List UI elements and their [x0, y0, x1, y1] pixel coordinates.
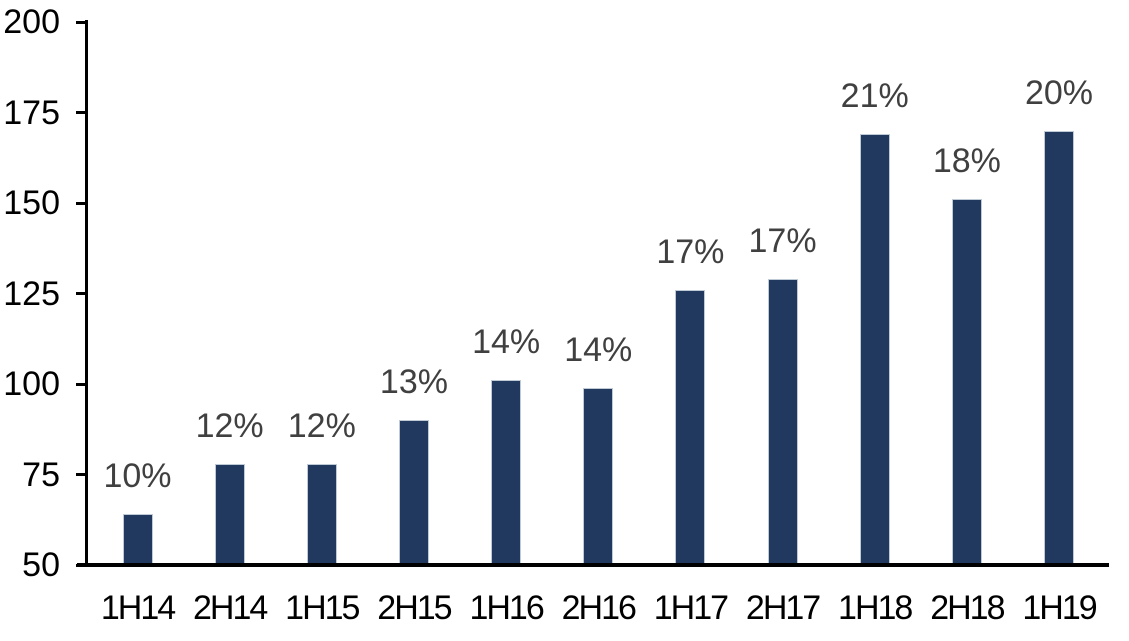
x-tick-label-1H15: 1H15 [285, 589, 360, 627]
x-tick-label-1H17: 1H17 [653, 589, 729, 627]
x-tick-label-1H18: 1H18 [838, 589, 913, 627]
bar-data-label: 10% [103, 457, 172, 496]
bar-1H16 [491, 380, 522, 563]
y-tick-mark [76, 292, 86, 295]
bar-1H19 [1044, 130, 1074, 563]
y-tick-label: 150 [3, 184, 60, 222]
bar-1H14 [122, 514, 153, 563]
bar-data-label: 14% [472, 323, 541, 362]
bar-data-label: 13% [379, 363, 448, 402]
y-tick-mark [76, 20, 86, 24]
x-tick-label-1H19: 1H19 [1022, 589, 1097, 627]
bar-1H15 [306, 463, 337, 563]
y-tick-label: 125 [3, 274, 60, 313]
x-tick-label-2H17: 2H17 [745, 589, 821, 627]
x-tick-label-2H15: 2H15 [377, 589, 452, 627]
y-tick-label: 200 [3, 3, 60, 41]
y-tick-mark [76, 111, 86, 114]
y-tick-mark [76, 201, 86, 205]
bar-2H18 [951, 199, 982, 563]
bar-data-label: 12% [287, 406, 356, 445]
x-tick-label-2H16: 2H16 [561, 589, 637, 627]
x-axis-line [77, 563, 1109, 567]
y-tick-label: 175 [3, 93, 60, 132]
x-tick-label-1H14: 1H14 [100, 589, 176, 627]
y-axis-line [85, 20, 88, 567]
x-tick-label-2H18: 2H18 [930, 589, 1005, 627]
y-tick-label: 50 [22, 546, 60, 584]
bar-data-label: 17% [656, 232, 725, 271]
y-tick-mark [76, 563, 86, 567]
bar-2H16 [583, 387, 614, 563]
y-tick-mark [76, 473, 86, 476]
y-tick-mark [76, 382, 86, 386]
bar-1H17 [675, 289, 706, 563]
bar-2H17 [767, 279, 798, 563]
bar-2H14 [214, 463, 245, 563]
x-tick-label-2H14: 2H14 [193, 589, 268, 627]
bar-2H15 [398, 420, 429, 563]
bar-data-label: 17% [748, 222, 817, 261]
bar-data-label: 12% [195, 406, 264, 445]
x-tick-label-1H16: 1H16 [469, 589, 544, 627]
bar-data-label: 21% [840, 77, 909, 116]
y-tick-label: 75 [22, 455, 60, 494]
y-tick-label: 100 [3, 365, 60, 403]
bar-data-label: 14% [564, 330, 633, 369]
bar-1H18 [859, 134, 890, 563]
bar-data-label: 18% [932, 142, 1001, 181]
bar-data-label: 20% [1024, 73, 1094, 112]
